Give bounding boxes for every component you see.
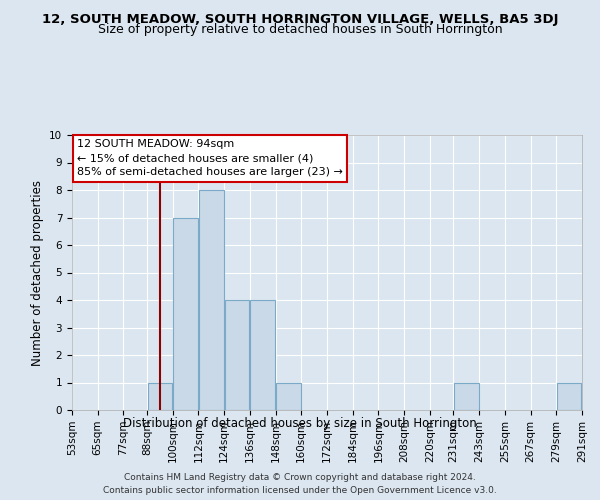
Y-axis label: Number of detached properties: Number of detached properties (31, 180, 44, 366)
Bar (583, 382, 600, 410)
Text: Distribution of detached houses by size in South Horrington: Distribution of detached houses by size … (123, 418, 477, 430)
Bar (173, 218, 198, 410)
Bar (224, 300, 250, 410)
Bar (199, 190, 224, 410)
Text: 12, SOUTH MEADOW, SOUTH HORRINGTON VILLAGE, WELLS, BA5 3DJ: 12, SOUTH MEADOW, SOUTH HORRINGTON VILLA… (42, 12, 558, 26)
Bar (276, 382, 301, 410)
Text: 12 SOUTH MEADOW: 94sqm
← 15% of detached houses are smaller (4)
85% of semi-deta: 12 SOUTH MEADOW: 94sqm ← 15% of detached… (77, 139, 343, 177)
Bar (148, 382, 172, 410)
Text: Contains HM Land Registry data © Crown copyright and database right 2024.: Contains HM Land Registry data © Crown c… (124, 472, 476, 482)
Bar (557, 382, 581, 410)
Text: Size of property relative to detached houses in South Horrington: Size of property relative to detached ho… (98, 22, 502, 36)
Bar (250, 300, 275, 410)
Bar (454, 382, 479, 410)
Text: Contains public sector information licensed under the Open Government Licence v3: Contains public sector information licen… (103, 486, 497, 495)
